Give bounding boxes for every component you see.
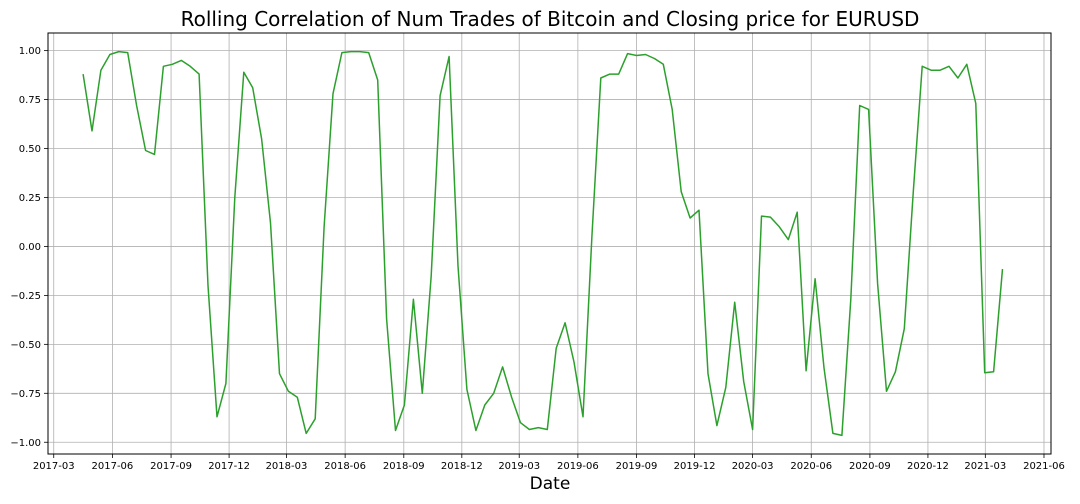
y-tick-label: −0.50 xyxy=(10,340,41,351)
series-line xyxy=(82,50,1004,437)
y-tick-label: 0.75 xyxy=(19,95,41,106)
x-tick-label: 2018-03 xyxy=(266,461,308,472)
x-tick-label: 2020-06 xyxy=(790,461,832,472)
x-tick-label: 2017-09 xyxy=(150,461,192,472)
x-tick-label: 2017-12 xyxy=(208,461,250,472)
x-tick-label: 2019-09 xyxy=(616,461,658,472)
x-axis-label: Date xyxy=(530,474,571,494)
x-tick-label: 2018-06 xyxy=(324,461,366,472)
grid-lines xyxy=(48,33,1051,454)
x-tick-label: 2019-12 xyxy=(674,461,716,472)
x-tick-label: 2018-12 xyxy=(441,461,483,472)
x-tick-label: 2017-03 xyxy=(33,461,75,472)
y-tick-label: −0.25 xyxy=(10,291,41,302)
y-tick-label: 0.00 xyxy=(19,242,41,253)
y-axis-ticks: 1.00 0.75 0.50 0.25 0.00 −0.25 −0.50 −0.75 −1.00 xyxy=(10,46,48,449)
series-layer xyxy=(82,50,1004,437)
y-tick-label: 0.50 xyxy=(19,144,41,155)
plot-frame xyxy=(47,32,1052,455)
x-tick-label: 2018-09 xyxy=(383,461,425,472)
x-tick-label: 2019-06 xyxy=(557,461,599,472)
x-tick-label: 2020-03 xyxy=(732,461,774,472)
x-tick-label: 2017-06 xyxy=(92,461,134,472)
chart-title: Rolling Correlation of Num Trades of Bit… xyxy=(181,7,920,31)
x-tick-label: 2021-03 xyxy=(964,461,1006,472)
y-tick-label: 1.00 xyxy=(19,46,41,57)
plot-area xyxy=(48,33,1051,454)
x-tick-label: 2020-12 xyxy=(907,461,949,472)
y-tick-label: 0.25 xyxy=(19,193,41,204)
y-tick-label: −0.75 xyxy=(10,389,41,400)
x-axis-ticks: 2017-03 2017-06 2017-09 2017-12 2018-03 2018-… xyxy=(33,454,1065,472)
x-tick-label: 2020-09 xyxy=(849,461,891,472)
x-tick-label: 2019-03 xyxy=(498,461,540,472)
y-tick-label: −1.00 xyxy=(10,438,41,449)
x-tick-label: 2021-06 xyxy=(1023,461,1065,472)
